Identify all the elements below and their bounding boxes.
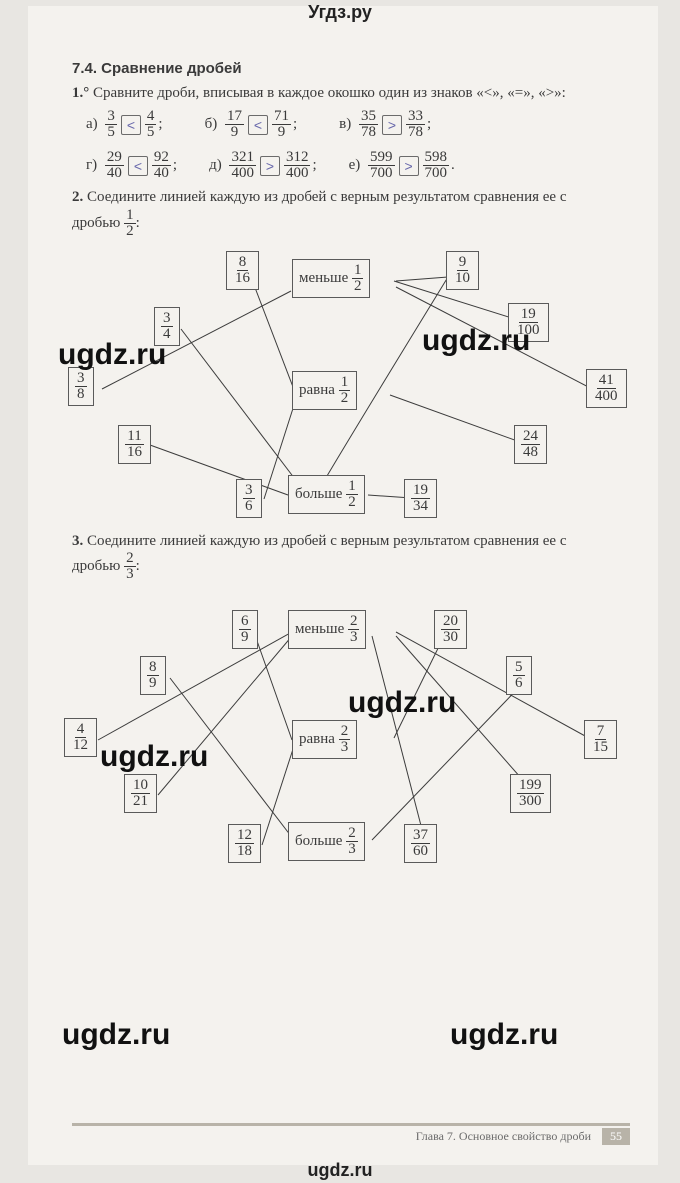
task1-row2: г) 2940 < 9240 ; д) 321400 > 312400 ; е)… (86, 150, 658, 181)
task1-text: Сравните дроби, вписывая в каждое окошко… (93, 85, 566, 101)
watermark-top: Угдз.ру (0, 2, 680, 23)
task1-item-g: г) 2940 < 9240 ; (86, 150, 177, 181)
node-8-16: 816 (226, 251, 259, 290)
task-2: 2. Соедините линией каждую из дробей с в… (72, 187, 614, 238)
task-3: 3. Соедините линией каждую из дробей с в… (72, 531, 614, 582)
label: в) (339, 116, 351, 133)
node-3-4: 34 (154, 307, 180, 346)
compare-slot[interactable]: > (399, 156, 419, 176)
task1-number: 1.° (72, 85, 89, 101)
task3-number: 3. (72, 533, 83, 549)
label: е) (349, 157, 361, 174)
tail: : (136, 214, 140, 230)
node-41-400: 41400 (586, 369, 627, 408)
node-19-34: 1934 (404, 479, 437, 518)
task1-item-b: б) 179 < 719 ; (205, 109, 298, 140)
fraction: 45 (145, 109, 157, 140)
node-9-10: 910 (446, 251, 479, 290)
task2-text: Соедините линией каждую из дробей с верн… (72, 189, 567, 230)
node-7-15: 715 (584, 720, 617, 759)
node-more3: больше 23 (288, 822, 365, 861)
tail: ; (158, 116, 162, 133)
compare-slot[interactable]: < (128, 156, 148, 176)
node-5-6: 56 (506, 656, 532, 695)
node-less3: меньше 23 (288, 610, 366, 649)
tail: : (136, 558, 140, 574)
node-4-12: 412 (64, 718, 97, 757)
fraction: 719 (272, 109, 291, 140)
label: а) (86, 116, 98, 133)
footer: Глава 7. Основное свойство дроби 55 (72, 1123, 630, 1145)
task1-item-a: а) 35 < 45 ; (86, 109, 163, 140)
node-less: меньше 12 (292, 259, 370, 298)
label: г) (86, 157, 97, 174)
tail: . (451, 157, 455, 174)
compare-slot[interactable]: > (260, 156, 280, 176)
fraction: 598700 (423, 150, 450, 181)
node-3-6: 36 (236, 479, 262, 518)
page-number: 55 (602, 1128, 630, 1145)
tail: ; (173, 157, 177, 174)
node-eq3: равна 23 (292, 720, 357, 759)
fraction: 312400 (284, 150, 311, 181)
fraction: 3378 (406, 109, 425, 140)
node-eq: равна 12 (292, 371, 357, 410)
node-199-300: 199300 (510, 774, 551, 813)
fraction: 2940 (105, 150, 124, 181)
node-6-9: 69 (232, 610, 258, 649)
label: б) (205, 116, 218, 133)
task3-text: Соедините линией каждую из дробей с верн… (72, 533, 567, 574)
node-8-9: 89 (140, 656, 166, 695)
node-10-21: 1021 (124, 774, 157, 813)
fraction: 35 (105, 109, 117, 140)
node-19-100: 19100 (508, 303, 549, 342)
node-more: больше 12 (288, 475, 365, 514)
task1-item-d: д) 321400 > 312400 ; (209, 150, 317, 181)
tail: ; (427, 116, 431, 133)
watermark-bottom: ugdz.ru (0, 1160, 680, 1181)
node-3-8: 38 (68, 367, 94, 406)
compare-slot[interactable]: < (248, 115, 268, 135)
task1-item-e: е) 599700 > 598700 . (349, 150, 455, 181)
compare-slot[interactable]: < (121, 115, 141, 135)
node-11-16: 1116 (118, 425, 151, 464)
task2-number: 2. (72, 189, 83, 205)
node-24-48: 2448 (514, 425, 547, 464)
page: 7.4. Сравнение дробей 1.° Сравните дроби… (28, 6, 658, 1165)
node-20-30: 2030 (434, 610, 467, 649)
tail: ; (293, 116, 297, 133)
label: д) (209, 157, 222, 174)
fraction: 23 (124, 551, 136, 582)
task1-row1: а) 35 < 45 ; б) 179 < 719 ; в) 3578 > 33… (86, 109, 658, 140)
footer-chapter: Глава 7. Основное свойство дроби (416, 1129, 591, 1143)
fraction: 599700 (368, 150, 395, 181)
fraction: 321400 (229, 150, 256, 181)
diagram-2: 816 меньше 12 910 34 19100 38 равна 12 4… (56, 247, 630, 525)
fraction: 3578 (359, 109, 378, 140)
fraction: 9240 (152, 150, 171, 181)
task1-item-v: в) 3578 > 3378 ; (339, 109, 431, 140)
task-1: 1.° Сравните дроби, вписывая в каждое ок… (72, 83, 614, 103)
tail: ; (312, 157, 316, 174)
node-12-18: 1218 (228, 824, 261, 863)
node-37-60: 3760 (404, 824, 437, 863)
fraction: 12 (124, 208, 136, 239)
fraction: 179 (225, 109, 244, 140)
diagram-3: 69 меньше 23 2030 89 56 412 равна 23 715… (56, 590, 630, 870)
compare-slot[interactable]: > (382, 115, 402, 135)
section-title: 7.4. Сравнение дробей (72, 60, 658, 77)
